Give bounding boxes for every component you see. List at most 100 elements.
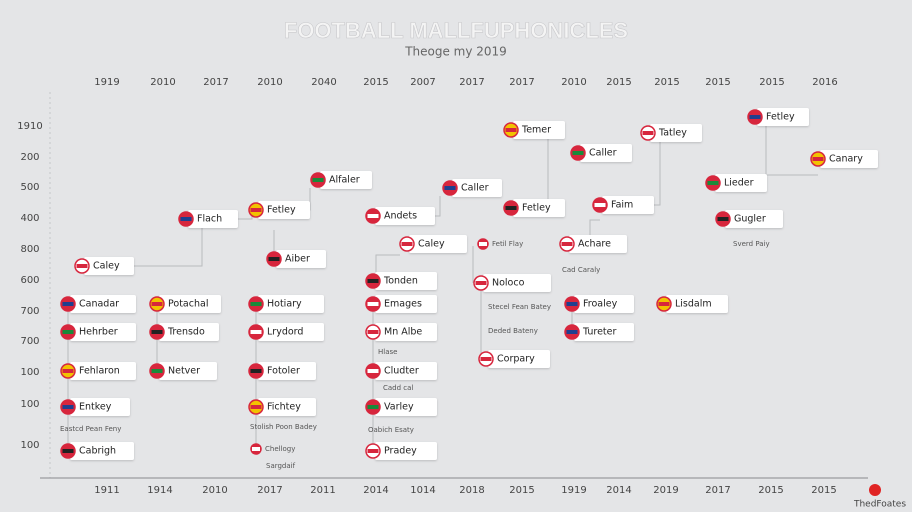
flag-stripe — [572, 151, 584, 155]
node-card — [574, 323, 634, 341]
node: Varley — [365, 398, 437, 416]
left-label: 1910 — [17, 121, 42, 132]
node: Fehlaron — [60, 362, 136, 380]
flag-stripe — [566, 330, 578, 334]
note: Oabich Esaty — [368, 426, 414, 434]
node-card — [375, 207, 435, 225]
node-label: Alfaler — [329, 175, 360, 186]
flag-stripe — [444, 186, 456, 190]
bottom-year: 2014 — [606, 485, 631, 496]
top-year: 2010 — [561, 77, 586, 88]
node-card — [375, 442, 437, 460]
top-year: 2010 — [150, 77, 175, 88]
node: Temer — [503, 121, 565, 139]
node: Canadar — [60, 295, 136, 313]
node: Fotoler — [248, 362, 316, 380]
node-card — [488, 350, 550, 368]
node-card — [159, 362, 217, 380]
node-card — [820, 150, 878, 168]
node: Noloco — [473, 274, 551, 292]
flag-stripe — [367, 302, 379, 306]
node-card — [320, 171, 372, 189]
node-label: Froaley — [583, 299, 618, 310]
note: Cad Caraly — [562, 266, 600, 274]
node-card — [375, 362, 437, 380]
flag-stripe — [180, 217, 192, 221]
flag-stripe — [268, 257, 280, 261]
node-note-label: Chellogy — [265, 445, 295, 453]
flag-stripe — [367, 369, 379, 373]
bottom-year: 2014 — [363, 485, 388, 496]
node: Emages — [365, 295, 437, 313]
node-card — [258, 295, 324, 313]
node-label: Corpary — [497, 354, 535, 365]
top-year: 2007 — [410, 77, 435, 88]
node-label: Andets — [384, 211, 417, 222]
top-year: 2010 — [257, 77, 282, 88]
node-label: Gugler — [734, 214, 766, 225]
node: Hotiary — [248, 295, 324, 313]
node-label: Canary — [829, 154, 863, 165]
left-label: 700 — [20, 306, 39, 317]
node-label: Tonden — [383, 276, 418, 287]
node: Caley — [74, 257, 134, 275]
node-card — [409, 235, 467, 253]
node-card — [258, 201, 310, 219]
flag-stripe — [250, 330, 262, 334]
node-label: Fetley — [522, 203, 551, 214]
note: Hlase — [378, 348, 397, 356]
left-label: 200 — [20, 152, 39, 163]
top-year: 2015 — [654, 77, 679, 88]
node-card — [602, 196, 654, 214]
node-label: Canadar — [79, 299, 119, 310]
node-card — [452, 179, 502, 197]
node: Lrydord — [248, 323, 324, 341]
node-card — [725, 210, 783, 228]
node-label: Fotoler — [267, 366, 300, 377]
node-label: Cabrigh — [79, 446, 116, 457]
node: Chellogy — [250, 443, 295, 455]
node-card — [513, 199, 565, 217]
node-card — [70, 295, 136, 313]
left-label: 100 — [20, 399, 39, 410]
top-year: 2015 — [606, 77, 631, 88]
flag-stripe — [658, 302, 670, 306]
node: Faim — [592, 196, 654, 214]
node-card — [159, 323, 219, 341]
flag-stripe — [76, 264, 88, 268]
bottom-year: 2015 — [758, 485, 783, 496]
flag-stripe — [250, 302, 262, 306]
flag-stripe — [505, 128, 517, 132]
note: Deded Bateny — [488, 327, 538, 335]
left-label: 700 — [20, 336, 39, 347]
node-card — [84, 257, 134, 275]
node: Caley — [399, 235, 467, 253]
node-label: Mn Albe — [384, 327, 422, 338]
node: Aiber — [266, 250, 326, 268]
node-card — [258, 323, 324, 341]
flag-stripe — [475, 281, 487, 285]
node-card — [258, 362, 316, 380]
title: FOOTBALL MALLFUPHONICLES — [284, 18, 628, 43]
node-card — [666, 295, 728, 313]
node-label: Noloco — [492, 278, 525, 289]
bottom-year: 1911 — [94, 485, 119, 496]
node-label: Cludter — [384, 366, 419, 377]
flag-stripe — [62, 405, 74, 409]
top-year: 2017 — [509, 77, 534, 88]
node-label: Fichtey — [267, 402, 301, 413]
node-card — [580, 144, 632, 162]
node-card — [375, 272, 437, 290]
node: Froaley — [564, 295, 634, 313]
flag-stripe — [642, 131, 654, 135]
bottom-year: 2015 — [509, 485, 534, 496]
node-card — [757, 108, 809, 126]
flag-stripe — [151, 330, 163, 334]
node: Pradey — [365, 442, 437, 460]
nodes: Caley Flach Fetley Alfaler Aiber Andets Caley C… — [60, 108, 878, 460]
top-year: 2016 — [812, 77, 837, 88]
flag-stripe — [561, 242, 573, 246]
node-label: Potachal — [168, 299, 208, 310]
flag-stripe — [62, 449, 74, 453]
node: Flach — [178, 210, 238, 228]
